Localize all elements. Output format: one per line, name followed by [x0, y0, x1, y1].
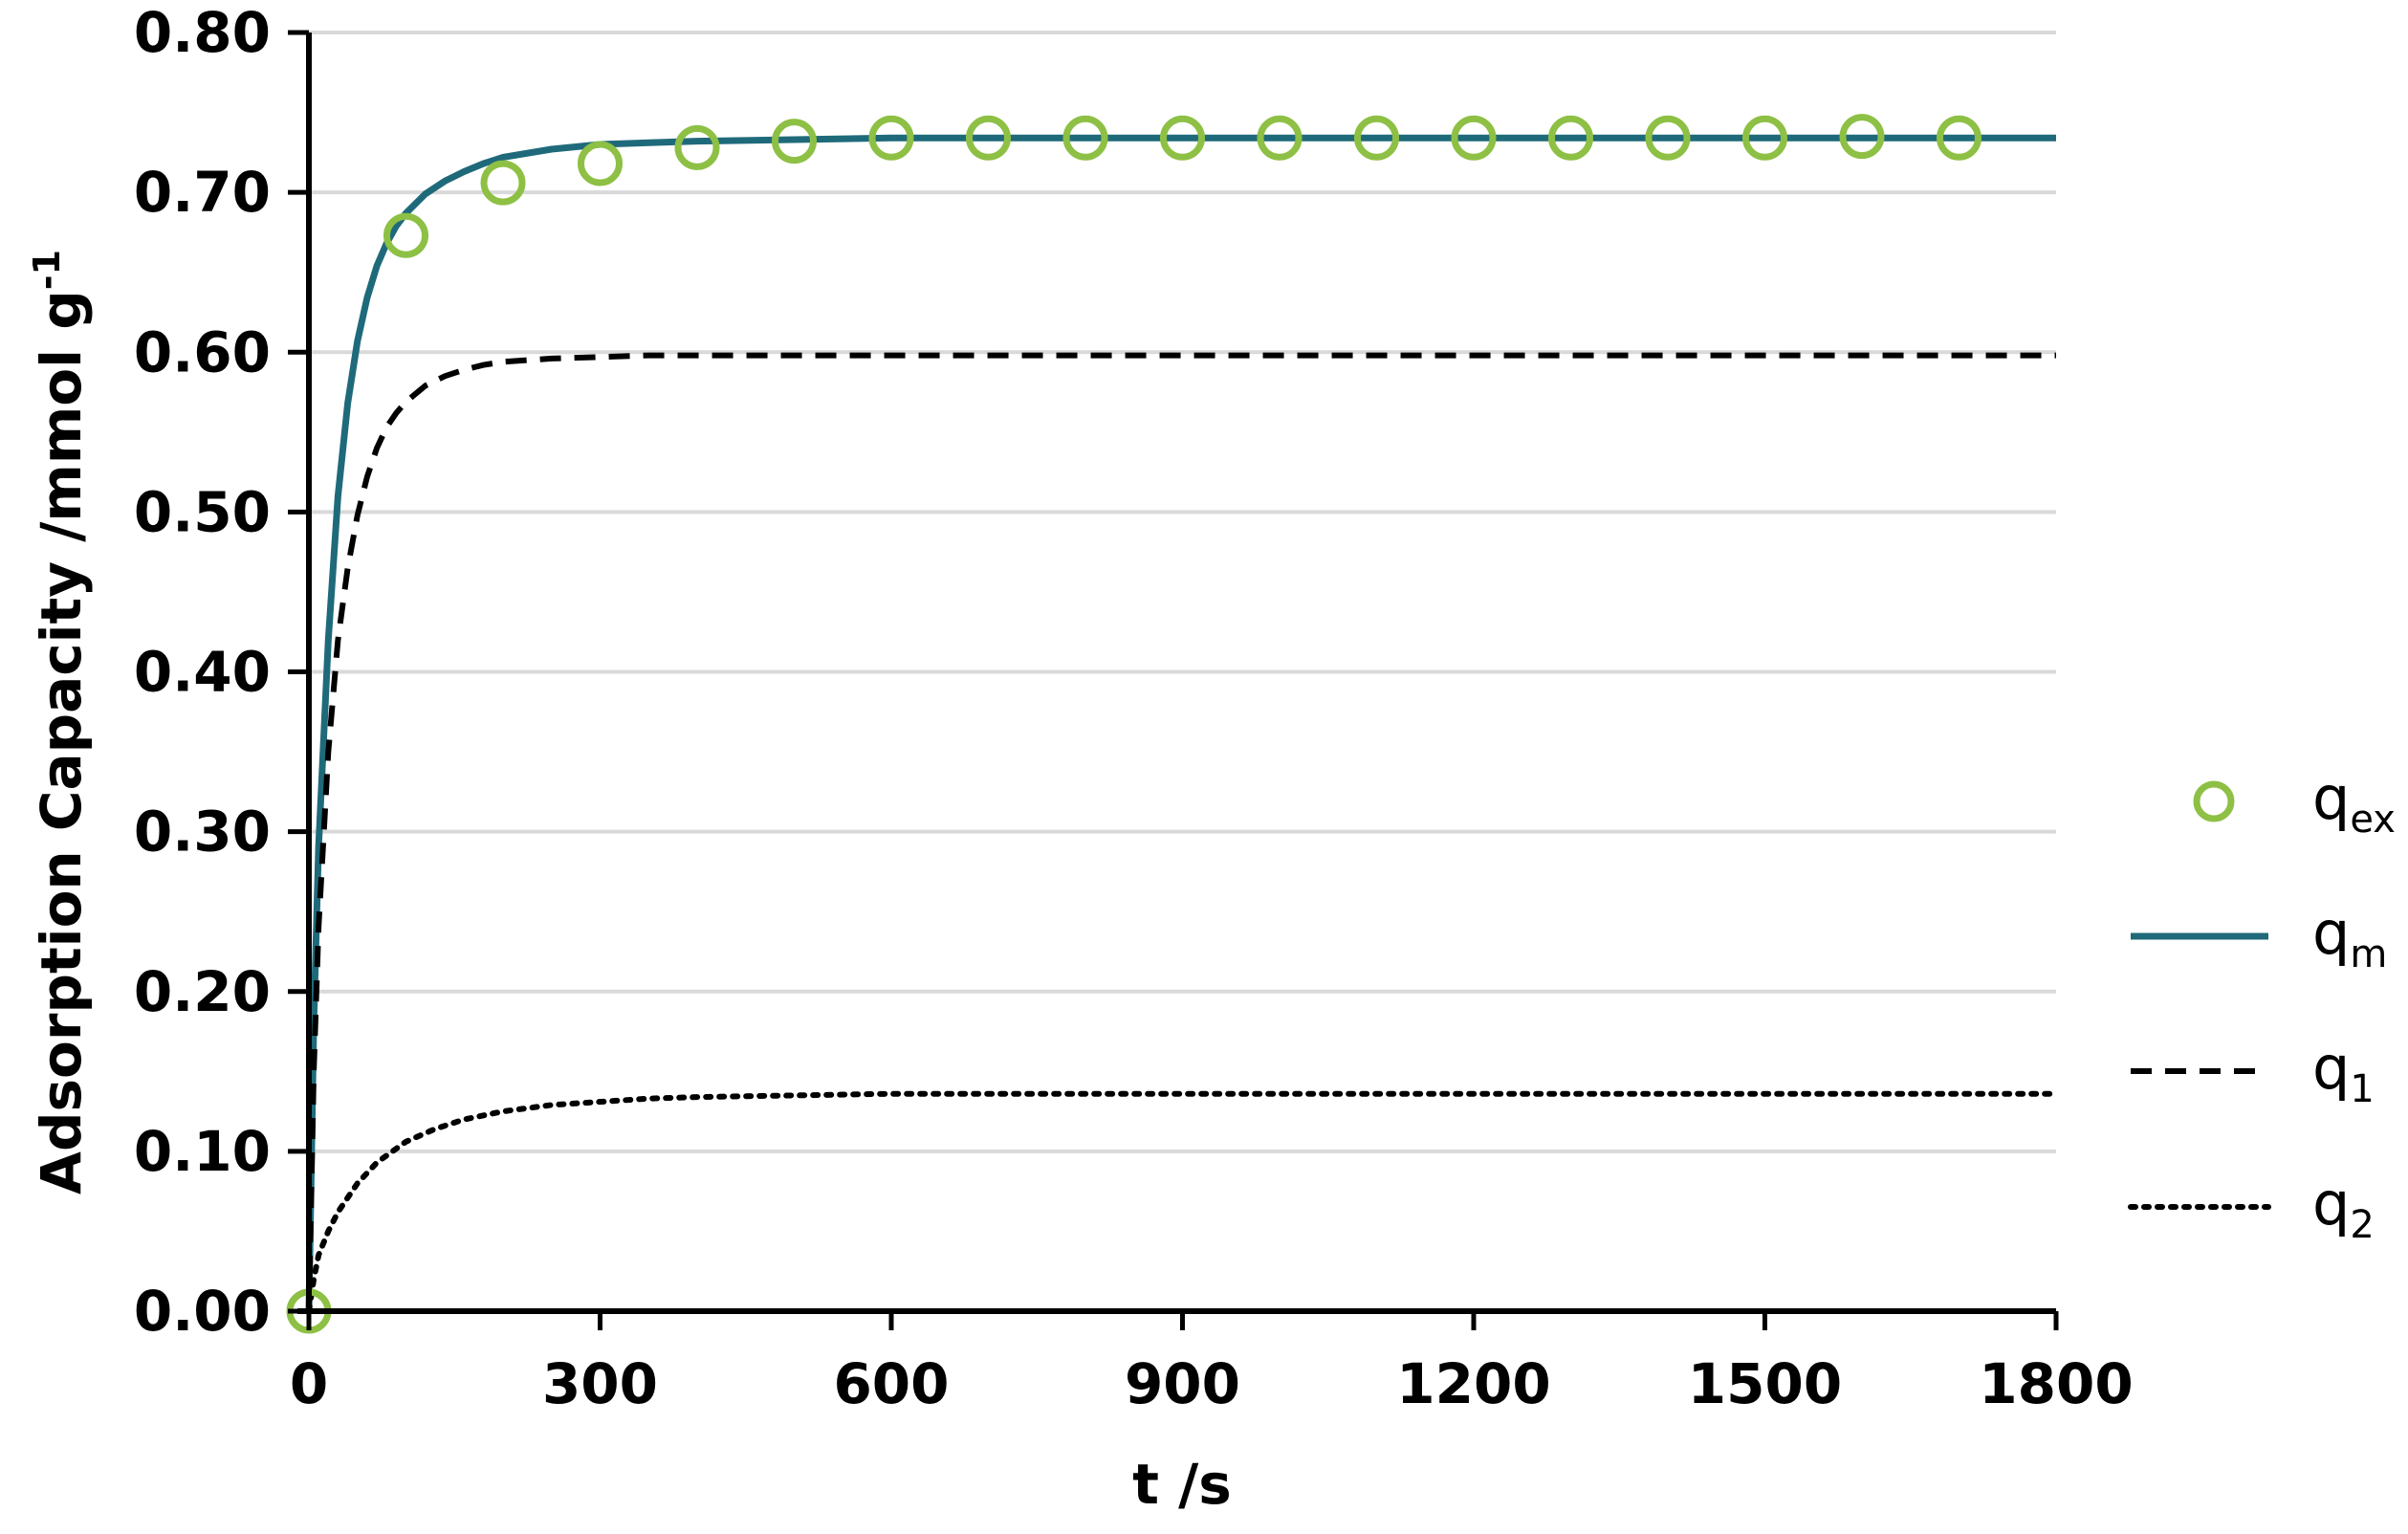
legend-label: q2 — [2312, 1169, 2375, 1247]
data-point-q_ex — [1937, 115, 1981, 161]
axes — [288, 30, 2059, 1330]
legend-item-q_2: q2 — [2128, 1169, 2375, 1247]
y-axis-title-superscript: -1 — [26, 250, 68, 290]
x-tick-label: 300 — [542, 1351, 658, 1416]
legend-item-q_ex: qex — [2193, 763, 2396, 842]
data-point-q_ex — [674, 124, 720, 170]
data-point-q_ex — [1548, 115, 1593, 161]
y-tick-label: 0.40 — [134, 640, 271, 705]
data-point-q_ex — [966, 115, 1011, 161]
legend-label: q1 — [2312, 1033, 2375, 1111]
x-tick-labels: 0 300 600 900 1200 1500 1800 — [290, 1351, 2134, 1416]
y-tick-label: 0.00 — [134, 1279, 271, 1344]
data-point-q_ex — [868, 115, 914, 161]
y-tick-labels: 0.00 0.10 0.20 0.30 0.40 0.50 0.60 0.70 0.80 — [134, 0, 271, 1344]
data-point-q_ex — [1645, 115, 1691, 161]
legend-marker — [2193, 780, 2235, 822]
data-point-q_ex — [1160, 115, 1205, 161]
data-point-q_ex — [480, 160, 526, 206]
series-line-q_2 — [306, 1090, 2059, 1314]
y-tick-label: 0.80 — [134, 0, 271, 65]
svg-text:Adsorption Capacity /mmol g-1: Adsorption Capacity /mmol g-1 — [26, 250, 94, 1194]
y-axis-title-group: Adsorption Capacity /mmol g-1 — [26, 250, 94, 1194]
legend-label: qm — [2312, 898, 2387, 976]
data-point-q_ex — [1742, 115, 1787, 161]
series-line-q_m — [305, 134, 2056, 1312]
y-tick-label: 0.60 — [134, 319, 271, 384]
data-point-q_ex — [1839, 114, 1885, 160]
x-axis-title: t /s — [1132, 1452, 1232, 1517]
data-point-q_ex — [383, 212, 428, 258]
y-tick-label: 0.30 — [134, 800, 271, 865]
y-tick-label: 0.70 — [134, 160, 271, 225]
data-point-q_ex — [1257, 115, 1303, 161]
x-tick-label: 900 — [1125, 1351, 1240, 1416]
x-tick-label: 0 — [290, 1351, 328, 1416]
y-axis-title: Adsorption Capacity /mmol g — [29, 290, 94, 1194]
data-point-q_ex — [1354, 115, 1399, 161]
data-point-q_ex — [772, 119, 817, 164]
grid-lines — [309, 31, 2056, 1153]
x-tick-label: 1200 — [1396, 1351, 1550, 1416]
x-tick-label: 600 — [833, 1351, 949, 1416]
data-point-q_ex — [1451, 115, 1497, 161]
legend-item-q_1: q1 — [2131, 1033, 2375, 1111]
x-tick-label: 1800 — [1979, 1351, 2133, 1416]
y-tick-label: 0.50 — [134, 479, 271, 544]
legend: qex qm q1 q2 — [2128, 763, 2396, 1247]
legend-label: qex — [2312, 763, 2396, 842]
legend-item-q_m: qm — [2131, 898, 2387, 976]
y-tick-label: 0.10 — [134, 1119, 271, 1184]
x-tick-label: 1500 — [1688, 1351, 1842, 1416]
y-tick-label: 0.20 — [134, 959, 271, 1024]
data-point-q_ex — [1062, 115, 1108, 161]
plot-area — [286, 114, 2059, 1334]
data-point-q_ex — [578, 141, 623, 186]
